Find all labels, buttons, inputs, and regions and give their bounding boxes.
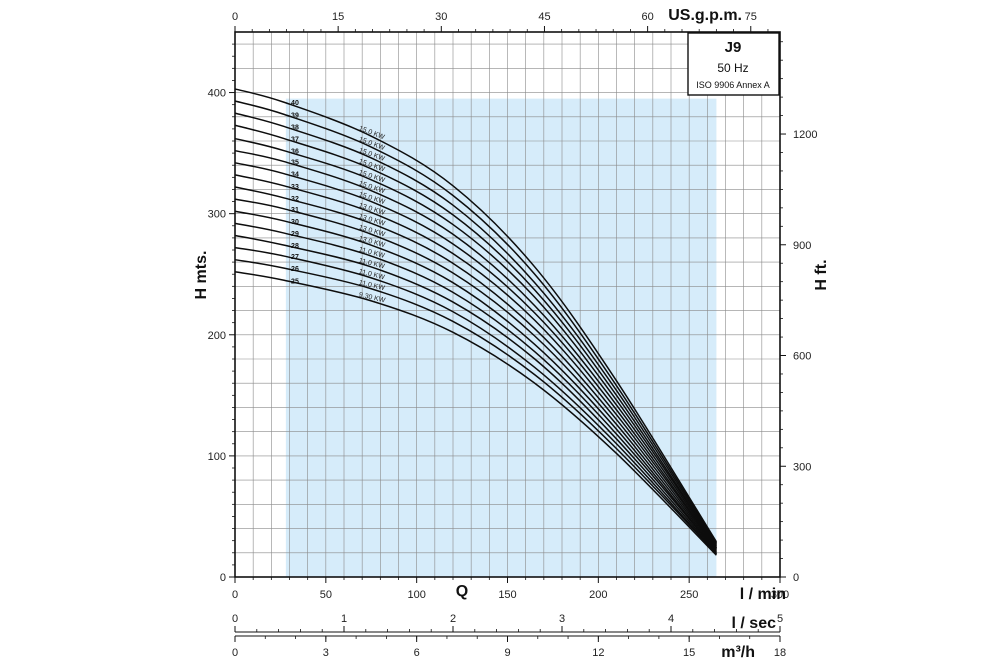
model-info-frame <box>687 32 780 96</box>
stage-label-38: 38 <box>291 124 299 131</box>
unit-lmin: l / min <box>740 586 786 603</box>
x-tick-label-gpm: 30 <box>435 11 447 23</box>
operating-range-shading <box>285 98 717 577</box>
frequency-label: 50 Hz <box>717 61 748 75</box>
x-tick-label-lsec: 1 <box>341 613 347 625</box>
stage-label-25: 25 <box>291 278 299 285</box>
x-tick-label-lmin: 50 <box>320 589 332 601</box>
curve-stage-36 <box>234 137 718 546</box>
y-tick-label-right: 0 <box>793 572 799 584</box>
x-tick-label-m3h: 3 <box>323 647 329 659</box>
model-info-box: J9 50 Hz ISO 9906 Annex A <box>687 32 780 96</box>
stage-label-30: 30 <box>291 219 299 226</box>
x-tick-label-m3h: 18 <box>774 647 786 659</box>
y-tick-label-right: 900 <box>793 240 811 252</box>
curve-stage-33 <box>234 174 718 549</box>
x-axis-title: Q <box>456 583 468 600</box>
curve-stage-27 <box>234 246 717 555</box>
y-tick-label-left: 200 <box>208 330 226 342</box>
x-tick-label-m3h: 0 <box>232 647 238 659</box>
x-tick-label-m3h: 9 <box>504 647 510 659</box>
performance-curves <box>234 88 718 556</box>
curve-stage-40 <box>234 88 718 543</box>
curve-stage-26 <box>234 258 717 555</box>
stage-label-37: 37 <box>291 137 299 144</box>
stage-label-26: 26 <box>291 266 299 273</box>
x-tick-label-lsec: 3 <box>559 613 565 625</box>
x-tick-label-lmin: 250 <box>680 589 698 601</box>
curve-stage-30 <box>234 210 717 553</box>
y-tick-label-left: 300 <box>208 209 226 221</box>
x-tick-label-m3h: 15 <box>683 647 695 659</box>
stage-label-35: 35 <box>291 160 299 167</box>
x-tick-label-gpm: 15 <box>332 11 344 23</box>
operating-range-area <box>285 98 717 577</box>
y-tick-label-left: 0 <box>220 572 226 584</box>
stage-label-36: 36 <box>291 149 299 156</box>
y-tick-label-right: 600 <box>793 351 811 363</box>
model-name: J9 <box>725 39 742 56</box>
x-tick-label-lsec: 0 <box>232 613 238 625</box>
curve-stage-39 <box>234 100 718 544</box>
stage-label-27: 27 <box>291 254 299 261</box>
x-tick-label-lsec: 5 <box>777 613 783 625</box>
curve-stage-29 <box>234 222 717 553</box>
curve-stage-32 <box>234 186 718 550</box>
y-tick-label-left: 100 <box>208 451 226 463</box>
curve-stage-28 <box>234 234 717 554</box>
x-tick-label-lsec: 2 <box>450 613 456 625</box>
curve-stage-31 <box>234 198 718 551</box>
stage-label-34: 34 <box>291 172 299 179</box>
x-tick-label-gpm: 60 <box>641 11 653 23</box>
y-axis-title-left: H mts. <box>193 251 210 300</box>
x-tick-label-m3h: 12 <box>592 647 604 659</box>
x-tick-label-lmin: 150 <box>498 589 516 601</box>
x-tick-label-lmin: 0 <box>232 589 238 601</box>
curve-stage-38 <box>234 112 718 545</box>
x-tick-label-lmin: 300 <box>771 589 789 601</box>
curve-stage-35 <box>234 149 718 548</box>
unit-gpm: US.g.p.m. <box>668 7 742 24</box>
x-tick-label-lmin: 200 <box>589 589 607 601</box>
x-tick-label-gpm: 75 <box>745 11 757 23</box>
x-tick-label-gpm: 45 <box>538 11 550 23</box>
standard-label: ISO 9906 Annex A <box>696 80 770 90</box>
curve-stage-34 <box>234 162 718 549</box>
stage-label-28: 28 <box>291 243 299 250</box>
curve-stage-37 <box>234 124 718 546</box>
unit-lsec: l / sec <box>732 615 777 632</box>
curve-stage-25 <box>234 271 717 556</box>
unit-m3h: m³/h <box>721 644 755 661</box>
x-tick-label-gpm: 0 <box>232 11 238 23</box>
stage-label-31: 31 <box>291 207 299 214</box>
x-tick-label-lmin: 100 <box>407 589 425 601</box>
y-tick-label-right: 300 <box>793 461 811 473</box>
stage-label-29: 29 <box>291 231 299 238</box>
x-tick-label-m3h: 6 <box>414 647 420 659</box>
stage-label-40: 40 <box>291 100 299 107</box>
y-axis-title-right: H ft. <box>813 259 830 290</box>
y-tick-label-right: 1200 <box>793 129 817 141</box>
stage-label-32: 32 <box>291 196 299 203</box>
stage-label-39: 39 <box>291 112 299 119</box>
y-tick-label-left: 400 <box>208 88 226 100</box>
stage-label-33: 33 <box>291 184 299 191</box>
x-tick-label-lsec: 4 <box>668 613 674 625</box>
